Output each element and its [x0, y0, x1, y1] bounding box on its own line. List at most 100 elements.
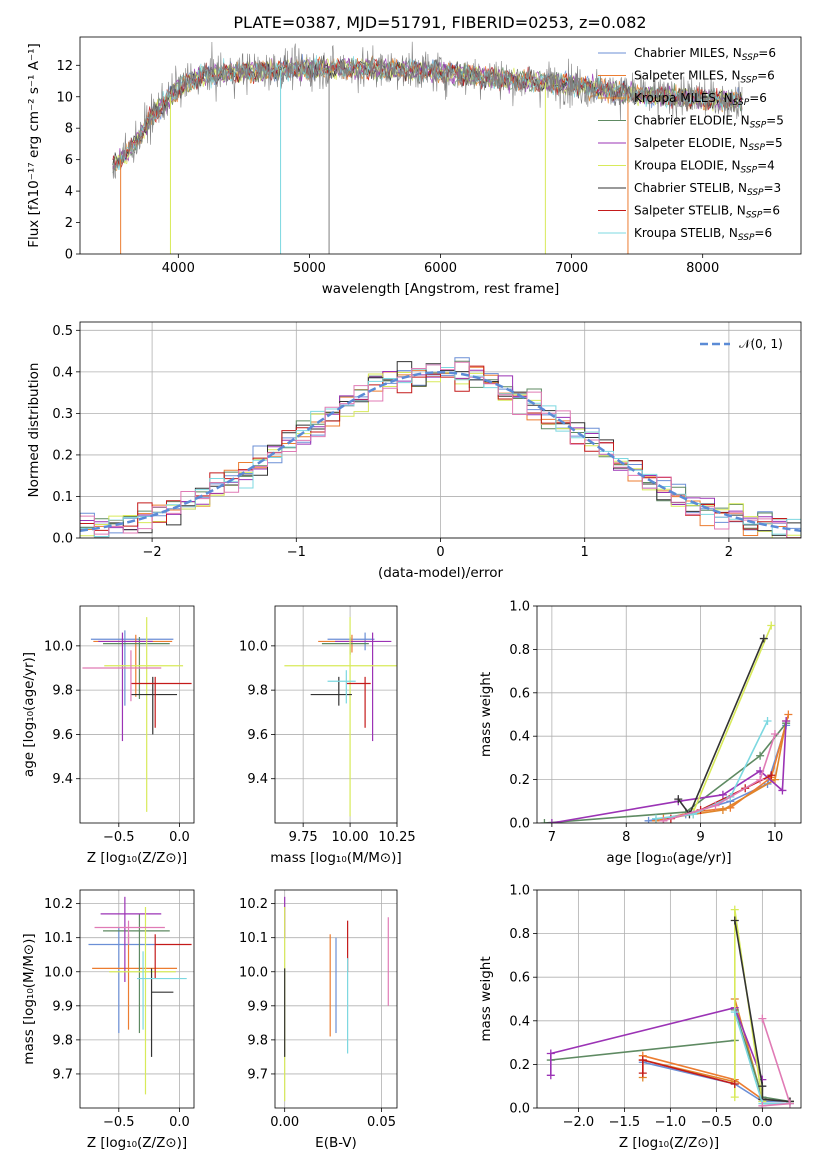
- weight-series-line: [648, 725, 787, 822]
- normal-curve: [80, 371, 801, 532]
- legend-sub: SSP: [750, 121, 767, 131]
- weight-point-marker: [730, 1008, 739, 1017]
- legend-name: Chabrier STELIB, N: [634, 181, 747, 195]
- spectrum-axes: 4000 5000 6000 7000 8000 0 2 4 6 8 10 12 wavelength …: [26, 36, 802, 297]
- y-tick-label: 9.9: [247, 999, 268, 1014]
- legend-name: Salpeter MILES, N: [634, 69, 741, 83]
- weight-point-marker: [756, 775, 765, 784]
- x-tick-label: −0.5: [103, 830, 135, 845]
- age-vs-mass-plot-area: [284, 617, 397, 817]
- x-tick-label: 7000: [555, 261, 588, 276]
- x-axis-label: Z [log₁₀(Z/Z⊙)]: [87, 850, 187, 866]
- weight-series-line: [761, 1018, 792, 1107]
- weight-point-marker: [711, 801, 720, 810]
- legend-sub: SSP: [742, 53, 759, 63]
- weight-series-line: [655, 714, 790, 822]
- weight-series-line: [734, 920, 791, 1103]
- weight-vs-age-axes: 7 8 9 10 0.0 0.2 0.4 0.6 0.8 1.0 age [log₁₀(age/yr…: [478, 600, 802, 866]
- legend-name: Salpeter STELIB, N: [634, 204, 746, 218]
- x-axis-label: Z [log₁₀(Z/Z⊙)]: [87, 1135, 187, 1151]
- weight-series-line: [663, 733, 776, 822]
- legend-sub: SSP: [746, 211, 763, 221]
- y-tick-label: 0.5: [52, 324, 73, 339]
- weight-series-line: [642, 998, 764, 1100]
- y-tick-label: 12: [56, 59, 73, 74]
- x-tick-label: 9: [696, 830, 704, 845]
- y-tick-label: 2: [65, 216, 73, 231]
- y-tick-label: 9.4: [52, 772, 73, 787]
- weight-point-marker: [644, 816, 653, 823]
- legend-label: Salpeter MILES, NSSP=6: [634, 69, 775, 86]
- weight-point-marker: [651, 814, 660, 823]
- legend-label: Chabrier MILES, NSSP=6: [634, 46, 776, 63]
- weight-series-line: [677, 638, 765, 816]
- y-tick-label: 8: [65, 122, 73, 137]
- legend-sub: SSP: [748, 143, 765, 153]
- legend-name: Kroupa MILES, N: [634, 91, 733, 105]
- legend-n: =4: [757, 159, 775, 173]
- weight-point-marker: [730, 905, 739, 914]
- y-tick-label: 9.6: [52, 728, 73, 743]
- weight-series-line: [551, 720, 787, 823]
- figure-title: PLATE=0387, MJD=51791, FIBERID=0253, z=0…: [233, 13, 646, 32]
- y-axis-label: mass weight: [478, 672, 494, 757]
- y-tick-label: 9.8: [247, 1033, 268, 1048]
- x-axis-label: mass [log₁₀(M/M⊙)]: [270, 850, 401, 866]
- weight-point-marker: [758, 1101, 767, 1108]
- y-axis-label: mass weight: [478, 956, 494, 1041]
- x-tick-label: 7: [548, 830, 556, 845]
- x-axis-label: age [log₁₀(age/yr)]: [606, 850, 731, 866]
- x-tick-label: 8000: [686, 261, 719, 276]
- x-axis-label: (data-model)/error: [378, 565, 504, 581]
- x-tick-label: 0.0: [169, 830, 190, 845]
- y-tick-label: 0.0: [509, 817, 530, 832]
- x-tick-label: 6000: [424, 261, 457, 276]
- mass-vs-Z-axes: −0.5 0.0 9.7 9.8 9.9 10.0 10.1 10.2 Z [log₁₀(Z/Z…: [21, 889, 195, 1151]
- legend-n: =3: [764, 181, 782, 195]
- weight-point-marker: [758, 1014, 767, 1023]
- weight-vs-age-plot-area: [540, 621, 793, 823]
- x-tick-label: −0.5: [701, 1115, 733, 1130]
- y-tick-label: 0.2: [509, 773, 530, 788]
- y-axis-label: mass [log₁₀(M/M⊙)]: [21, 933, 37, 1064]
- x-tick-label: 0.0: [752, 1115, 773, 1130]
- weight-point-marker: [730, 1093, 739, 1102]
- legend-n: =6: [762, 204, 780, 218]
- legend-name: Chabrier ELODIE, N: [634, 114, 750, 128]
- spectrum-plot-area: [112, 41, 743, 254]
- x-tick-label: −2.0: [563, 1115, 595, 1130]
- legend-n: =5: [765, 136, 783, 150]
- weight-point-marker: [730, 916, 739, 925]
- weight-point-marker: [638, 1056, 647, 1065]
- y-tick-label: 9.8: [52, 684, 73, 699]
- x-tick-label: −1.5: [609, 1115, 641, 1130]
- legend-name: Kroupa ELODIE, N: [634, 159, 741, 173]
- age-vs-Z-frame: [79, 605, 195, 824]
- y-tick-label: 10.0: [239, 965, 268, 980]
- y-tick-label: 1.0: [509, 600, 530, 615]
- weight-series-line: [642, 1061, 790, 1103]
- weight-point-marker: [782, 717, 791, 726]
- y-tick-label: 10.0: [44, 639, 73, 654]
- age-vs-Z-plot-area: [82, 617, 192, 812]
- legend-label: Chabrier ELODIE, NSSP=5: [634, 114, 784, 131]
- x-tick-label: −2: [143, 545, 162, 560]
- legend-label: Kroupa ELODIE, NSSP=4: [634, 159, 775, 176]
- weight-point-marker: [546, 1049, 555, 1058]
- y-tick-label: 0.6: [509, 686, 530, 701]
- weight-point-marker: [758, 1082, 767, 1091]
- x-tick-label: −1.0: [655, 1115, 687, 1130]
- y-tick-label: 0.1: [52, 490, 73, 505]
- legend-sub: SSP: [741, 166, 758, 176]
- y-tick-label: 10.2: [44, 897, 73, 912]
- weight-vs-Z-plot-area: [546, 905, 794, 1108]
- x-tick-label: 10: [767, 830, 784, 845]
- x-tick-label: −0.5: [103, 1115, 135, 1130]
- legend-sub: SSP: [733, 98, 750, 108]
- mass-vs-Z-plot-area: [88, 896, 192, 1095]
- weight-point-marker: [759, 634, 768, 643]
- y-tick-label: 9.4: [247, 772, 268, 787]
- y-axis-label: Normed distribution: [26, 363, 42, 498]
